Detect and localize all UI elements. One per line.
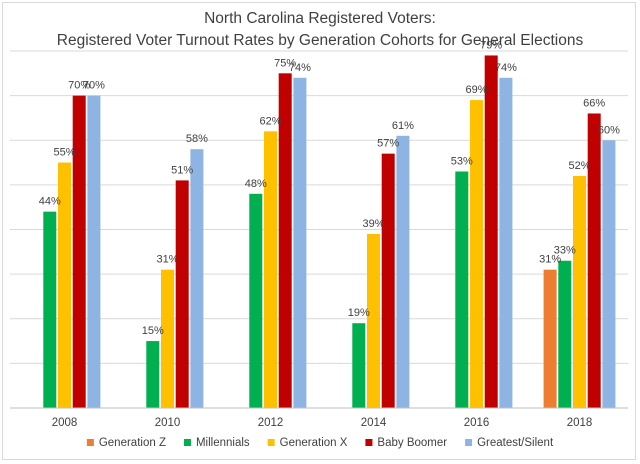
bar-greatest-silent-2012 <box>293 77 307 409</box>
x-tick-label-2010: 2010 <box>155 417 181 429</box>
legend-label-generation-x: Generation X <box>280 437 348 449</box>
bar-baby-boomer-2018 <box>587 113 601 408</box>
data-label-greatest-silent-2012: 74% <box>289 62 311 74</box>
data-label-baby-boomer-2010: 51% <box>171 164 193 176</box>
legend-label-baby-boomer: Baby Boomer <box>377 437 447 449</box>
legend-swatch-generation-z <box>86 439 94 446</box>
legend-label-greatest-silent: Greatest/Silent <box>477 437 554 449</box>
x-tick-label-2016: 2016 <box>464 417 490 429</box>
data-label-generation-x-2018: 52% <box>568 160 590 172</box>
bar-baby-boomer-2010 <box>175 180 189 408</box>
data-label-millennials-2010: 15% <box>142 325 164 337</box>
data-label-baby-boomer-2012: 75% <box>274 57 296 69</box>
chart-title-line-1: North Carolina Registered Voters: <box>204 10 436 27</box>
legend-swatch-millennials <box>183 439 191 446</box>
data-label-millennials-2018: 33% <box>554 245 576 257</box>
bar-millennials-2014 <box>352 323 366 408</box>
bar-generation-x-2018 <box>573 175 586 408</box>
data-label-greatest-silent-2014: 61% <box>392 120 414 132</box>
gridlines <box>10 50 628 364</box>
bar-generation-x-2014 <box>367 233 380 408</box>
chart-title: North Carolina Registered Voters: Regist… <box>0 8 640 52</box>
bar-millennials-2018 <box>558 260 572 408</box>
x-tick-label-2018: 2018 <box>567 417 593 429</box>
x-tick-label-2014: 2014 <box>361 417 387 429</box>
legend-label-millennials: Millennials <box>196 437 250 449</box>
bar-generation-x-2010 <box>161 269 174 408</box>
data-label-greatest-silent-2008: 70% <box>83 80 105 92</box>
bar-greatest-silent-2016 <box>499 77 513 409</box>
data-label-baby-boomer-2008: 70% <box>68 80 90 92</box>
x-tick-label-2012: 2012 <box>258 417 284 429</box>
data-label-millennials-2012: 48% <box>245 178 267 190</box>
legend: Generation Z Millennials Generation X Baby … <box>86 437 554 449</box>
bar-greatest-silent-2010 <box>190 149 204 409</box>
x-axis: 2008 2010 2012 2014 2016 2018 <box>10 407 628 429</box>
data-label-greatest-silent-2010: 58% <box>186 133 208 145</box>
bar-greatest-silent-2014 <box>396 135 410 408</box>
data-label-baby-boomer-2014: 57% <box>377 138 399 150</box>
data-label-greatest-silent-2018: 60% <box>598 124 620 136</box>
bar-baby-boomer-2016 <box>484 55 498 409</box>
legend-swatch-baby-boomer <box>365 439 373 446</box>
data-label-baby-boomer-2018: 66% <box>583 97 605 109</box>
legend-label-generation-z: Generation Z <box>99 437 166 449</box>
data-label-millennials-2014: 19% <box>348 307 370 319</box>
data-label-generation-x-2012: 62% <box>259 115 281 127</box>
bar-millennials-2012 <box>249 193 263 408</box>
data-labels: 44%55%70%70%15%31%51%58%48%62%75%74%19%3… <box>39 39 620 337</box>
data-label-millennials-2008: 44% <box>39 196 61 208</box>
bar-greatest-silent-2018 <box>602 140 616 408</box>
bar-greatest-silent-2008 <box>87 95 101 408</box>
legend-swatch-generation-x <box>267 439 275 446</box>
bar-baby-boomer-2014 <box>381 153 395 408</box>
data-label-millennials-2016: 53% <box>451 155 473 167</box>
data-label-generation-x-2008: 55% <box>53 147 75 159</box>
bar-generation-x-2016 <box>470 100 483 409</box>
chart-frame <box>2 2 636 460</box>
x-tick-label-2008: 2008 <box>52 417 78 429</box>
bar-generation-x-2012 <box>264 131 277 408</box>
legend-swatch-greatest-silent <box>465 439 473 446</box>
data-label-greatest-silent-2016: 74% <box>495 62 517 74</box>
data-label-generation-x-2014: 39% <box>362 218 384 230</box>
data-label-generation-z-2018: 31% <box>539 254 561 266</box>
data-label-generation-x-2010: 31% <box>156 254 178 266</box>
data-label-baby-boomer-2016: 79% <box>480 39 502 51</box>
bar-generation-z-2018 <box>543 269 557 408</box>
bars <box>43 55 616 409</box>
bar-millennials-2010 <box>146 341 160 408</box>
data-label-generation-x-2016: 69% <box>465 84 487 96</box>
bar-millennials-2016 <box>455 171 469 408</box>
bar-millennials-2008 <box>43 211 57 408</box>
bar-baby-boomer-2012 <box>278 73 292 408</box>
chart-title-line-2: Registered Voter Turnout Rates by Genera… <box>56 32 584 49</box>
bar-generation-x-2008 <box>58 162 71 408</box>
bar-baby-boomer-2008 <box>72 95 86 408</box>
